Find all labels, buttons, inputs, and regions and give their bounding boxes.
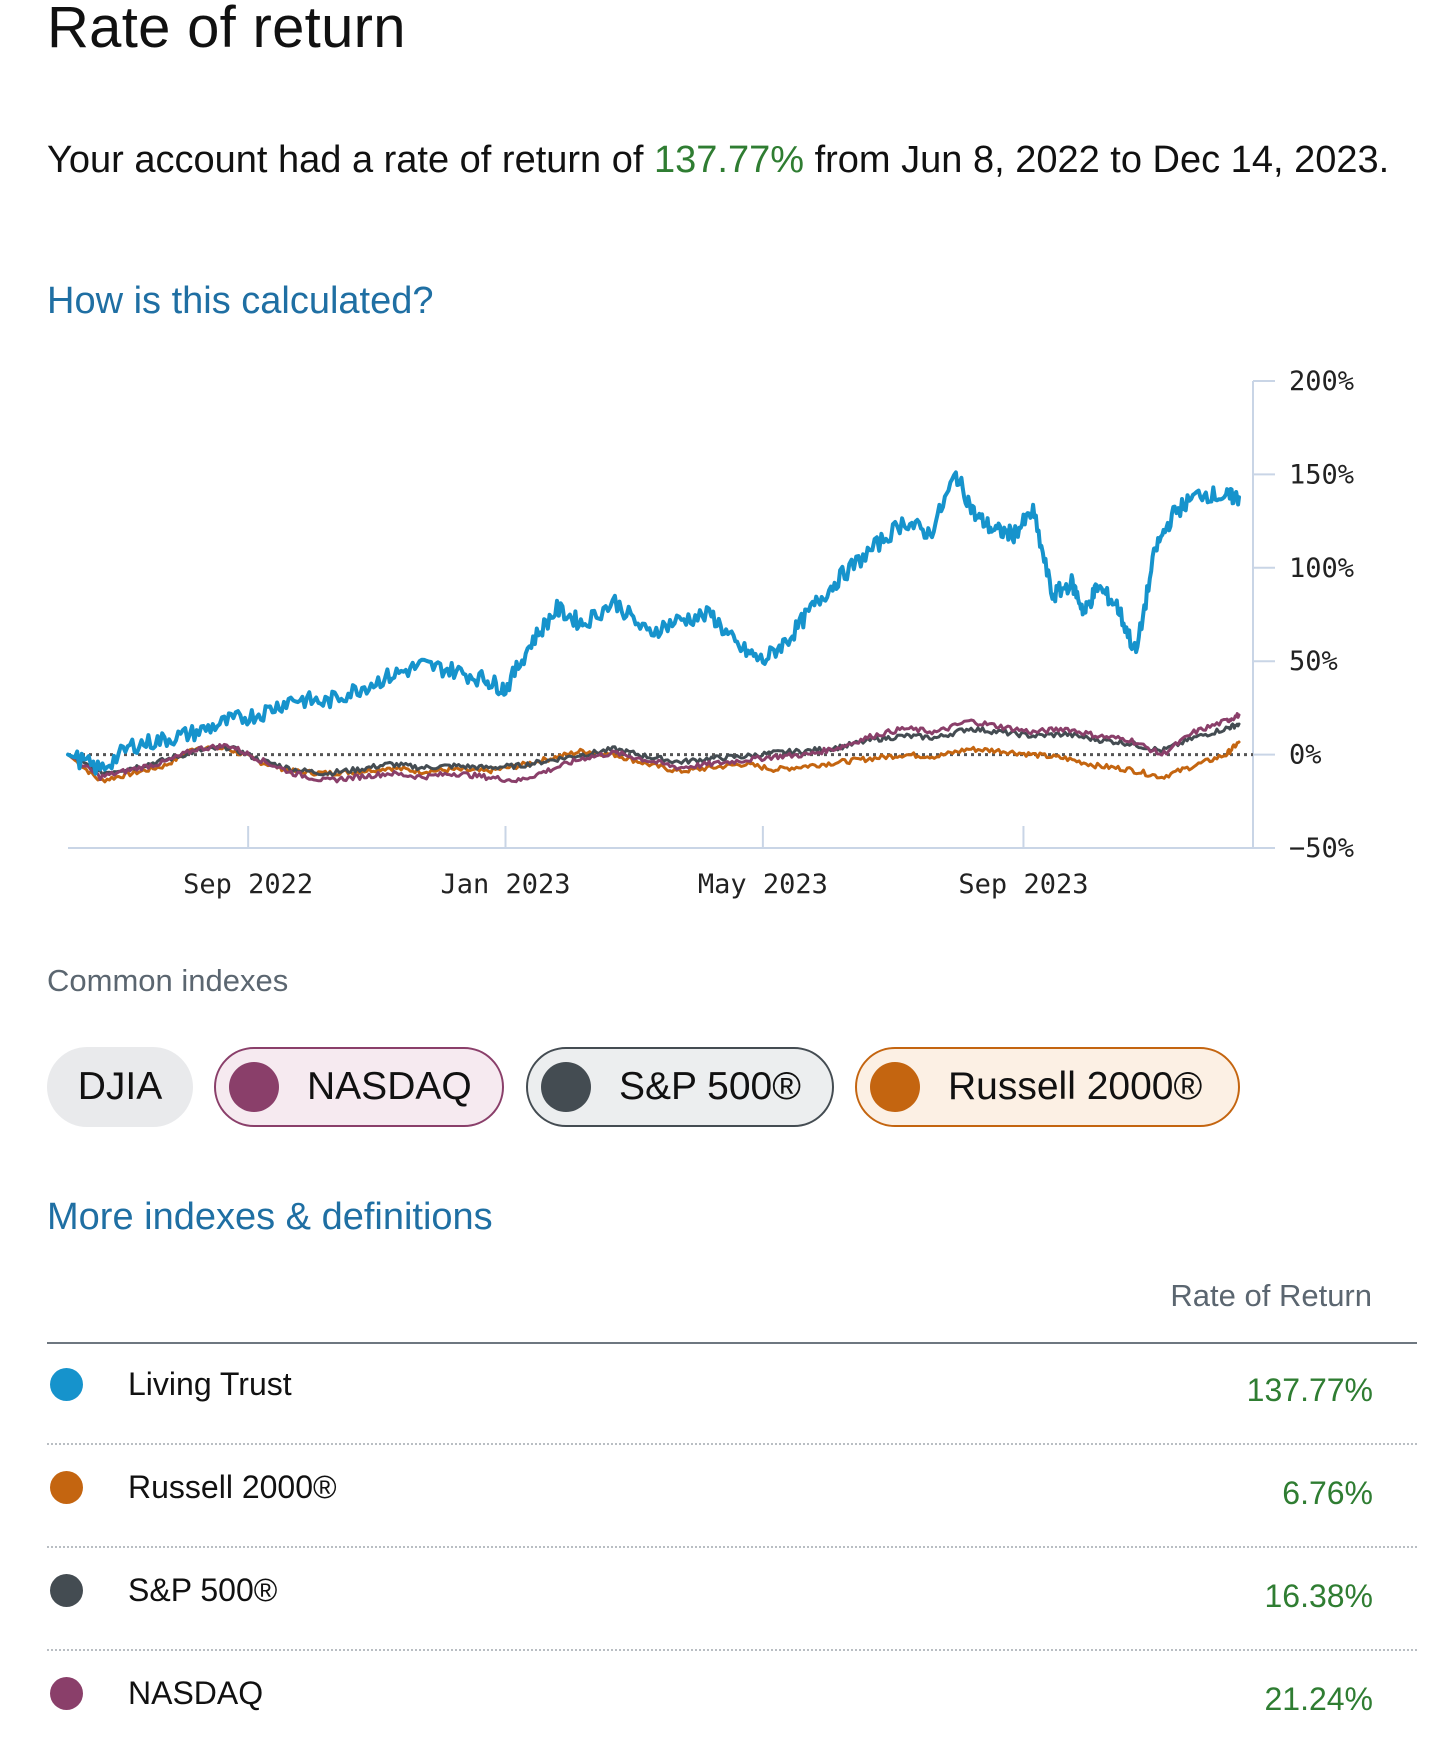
index-chip-nasdaq[interactable]: NASDAQ [214, 1047, 504, 1127]
row-name: S&P 500® [128, 1572, 278, 1608]
how-calculated-link[interactable]: How is this calculated? [47, 280, 434, 322]
table-row-russell2000: Russell 2000® 6.76% [47, 1469, 1373, 1531]
row-name: Russell 2000® [128, 1469, 337, 1505]
row-value: 21.24% [1264, 1681, 1373, 1717]
y-tick-label: 200% [1289, 366, 1354, 397]
sp500-dot-icon [50, 1574, 83, 1607]
row-value: 6.76% [1282, 1475, 1373, 1511]
chart-axes: −50% 0% 50% 100% 150% 200% Sep 2022 Jan 2023 May… [68, 366, 1354, 900]
nasdaq-color-dot-icon [229, 1062, 279, 1112]
sp500-color-dot-icon [541, 1062, 591, 1112]
table-row-sp500: S&P 500® 16.38% [47, 1572, 1373, 1634]
table-row-living-trust: Living Trust 137.77% [47, 1366, 1373, 1428]
russell-dot-icon [50, 1471, 83, 1504]
index-chip-sp500[interactable]: S&P 500® [526, 1047, 834, 1127]
summary-suffix: from Jun 8, 2022 to Dec 14, 2023. [804, 139, 1390, 181]
row-name: Living Trust [128, 1366, 292, 1402]
summary-rate-value: 137.77% [654, 139, 805, 181]
x-tick-label: Sep 2023 [958, 869, 1088, 900]
series-line-living-trust [66, 470, 1241, 776]
summary-prefix: Your account had a rate of return of [47, 139, 654, 181]
index-chip-russell2000[interactable]: Russell 2000® [855, 1047, 1240, 1127]
rate-of-return-column-header: Rate of Return [1170, 1278, 1372, 1313]
row-divider [47, 1443, 1417, 1445]
common-indexes-label: Common indexes [47, 963, 289, 998]
row-divider [47, 1546, 1417, 1548]
series-line-nasdaq [66, 712, 1241, 784]
nasdaq-dot-icon [50, 1677, 83, 1710]
x-tick-label: Sep 2022 [183, 869, 313, 900]
index-chip-djia-label: DJIA [77, 1065, 163, 1108]
index-chip-sp500-label: S&P 500® [619, 1065, 801, 1108]
index-chip-djia[interactable]: DJIA [47, 1047, 193, 1127]
series-line-russell-2000 [66, 740, 1241, 784]
y-tick-label: 150% [1289, 459, 1354, 490]
return-summary: Your account had a rate of return of 137… [47, 130, 1407, 191]
index-chip-nasdaq-label: NASDAQ [307, 1065, 472, 1108]
y-tick-label: 50% [1289, 646, 1338, 677]
y-tick-label: 0% [1289, 740, 1322, 771]
row-name: NASDAQ [128, 1675, 264, 1711]
table-header-divider [47, 1342, 1417, 1344]
chart-series [66, 470, 1241, 784]
rate-of-return-chart: −50% 0% 50% 100% 150% 200% Sep 2022 Jan 2023 May… [66, 366, 1354, 900]
index-chip-russell2000-label: Russell 2000® [948, 1065, 1203, 1108]
x-tick-label: Jan 2023 [440, 869, 570, 900]
page-title: Rate of return [47, 0, 406, 60]
table-row-nasdaq: NASDAQ 21.24% [47, 1675, 1373, 1737]
x-tick-label: May 2023 [698, 869, 828, 900]
more-indexes-link[interactable]: More indexes & definitions [47, 1196, 493, 1238]
row-value: 137.77% [1246, 1372, 1373, 1408]
y-tick-label: −50% [1289, 833, 1354, 864]
row-divider [47, 1649, 1417, 1651]
y-tick-label: 100% [1289, 553, 1354, 584]
living-trust-dot-icon [50, 1368, 83, 1401]
russell-color-dot-icon [870, 1062, 920, 1112]
row-value: 16.38% [1264, 1578, 1373, 1614]
